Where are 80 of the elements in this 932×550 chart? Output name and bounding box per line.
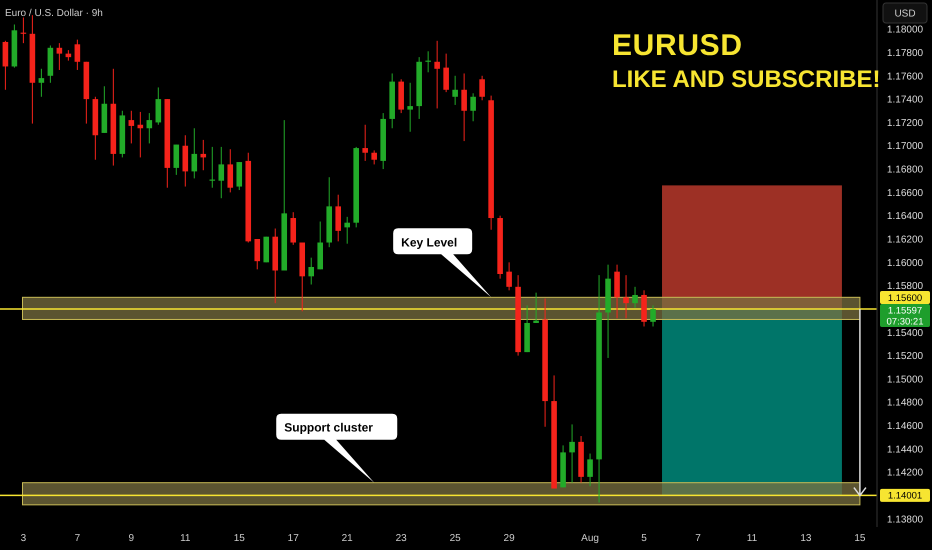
y-tick-label: 1.16400 <box>886 211 924 222</box>
y-tick-label: 1.13800 <box>886 514 924 526</box>
y-tick-label: 1.15000 <box>886 374 924 386</box>
y-tick-label: 1.16800 <box>886 164 924 176</box>
candlestick <box>38 68 44 98</box>
candlestick <box>74 39 80 70</box>
x-tick-label: 17 <box>288 533 300 544</box>
x-tick-label: 15 <box>854 533 866 544</box>
y-tick-label: 1.14200 <box>886 468 924 479</box>
x-tick-label: 3 <box>20 533 27 544</box>
candlestick <box>407 82 413 132</box>
candlestick <box>174 144 180 176</box>
candlestick <box>156 86 162 126</box>
candlestick <box>20 16 26 44</box>
x-tick-label: Aug <box>581 533 599 544</box>
x-tick-label: 21 <box>342 533 354 544</box>
candlestick <box>425 50 431 73</box>
x-tick-label: 9 <box>128 533 135 544</box>
text: EURUSD <box>612 29 742 62</box>
text: 1.15597 <box>888 305 922 316</box>
candlestick <box>344 216 350 244</box>
x-tick-label: 25 <box>450 533 462 544</box>
x-tick-label: 11 <box>746 533 758 544</box>
candlestick <box>569 424 575 484</box>
text: 07:30:21 <box>886 316 924 328</box>
candlestick <box>623 274 629 319</box>
candlestick <box>200 139 206 171</box>
y-axis-title: USD <box>894 8 916 20</box>
candlestick <box>192 128 198 179</box>
x-tick-label: 7 <box>695 533 702 544</box>
x-tick-label: 15 <box>234 533 246 544</box>
x-tick-label: 13 <box>800 533 812 544</box>
x-tick-label: 29 <box>504 533 516 544</box>
candlestick <box>434 40 440 109</box>
ref-line-label: 1.14001 <box>888 490 922 502</box>
annotation: Support cluster <box>284 420 374 435</box>
candlestick <box>479 75 485 101</box>
text: LIKE AND SUBSCRIBE! <box>612 66 880 93</box>
candlestick <box>371 150 377 165</box>
y-tick-label: 1.16000 <box>886 258 924 269</box>
annotation: Key Level <box>401 235 458 250</box>
candlestick <box>66 50 72 62</box>
y-tick-label: 1.17800 <box>886 48 924 59</box>
y-tick-label: 1.14400 <box>886 444 924 456</box>
candlestick <box>470 92 476 122</box>
candlestick <box>56 42 62 70</box>
candlestick <box>650 304 656 327</box>
candlestick <box>138 111 144 158</box>
candlestick <box>461 72 467 142</box>
y-tick-label: 1.15400 <box>886 328 924 339</box>
candlestick <box>227 148 234 193</box>
annotation: Euro / U.S. Dollar · 9h <box>5 8 103 19</box>
candlestick <box>443 53 449 93</box>
y-tick-label: 1.14600 <box>886 421 924 432</box>
y-tick-label: 1.18000 <box>886 24 924 36</box>
candlestick <box>587 453 593 487</box>
candlestick <box>506 262 512 291</box>
x-tick-label: 5 <box>641 533 648 544</box>
y-tick-label: 1.17200 <box>886 118 924 129</box>
y-tick-label: 1.17600 <box>886 71 924 82</box>
candlestick <box>146 112 152 144</box>
candlestick <box>533 292 539 324</box>
x-tick-label: 11 <box>180 533 191 544</box>
candlestick <box>218 146 224 199</box>
candlestick <box>254 238 260 270</box>
y-tick-label: 1.16600 <box>886 188 924 199</box>
x-tick-label: 7 <box>74 533 81 544</box>
candlestick <box>308 257 314 285</box>
y-tick-label: 1.15200 <box>886 351 924 362</box>
y-tick-label: 1.17000 <box>886 141 924 152</box>
candlestick <box>128 110 134 144</box>
ref-line-label: 1.15600 <box>888 292 922 304</box>
candlestick <box>362 124 368 162</box>
candlestick <box>632 286 638 308</box>
y-tick-label: 1.15800 <box>886 281 924 292</box>
y-tick-label: 1.17400 <box>886 94 924 106</box>
y-tick-label: 1.14800 <box>886 398 924 409</box>
y-tick-label: 1.16200 <box>886 234 924 246</box>
candlestick <box>452 75 458 106</box>
x-tick-label: 23 <box>396 533 408 544</box>
